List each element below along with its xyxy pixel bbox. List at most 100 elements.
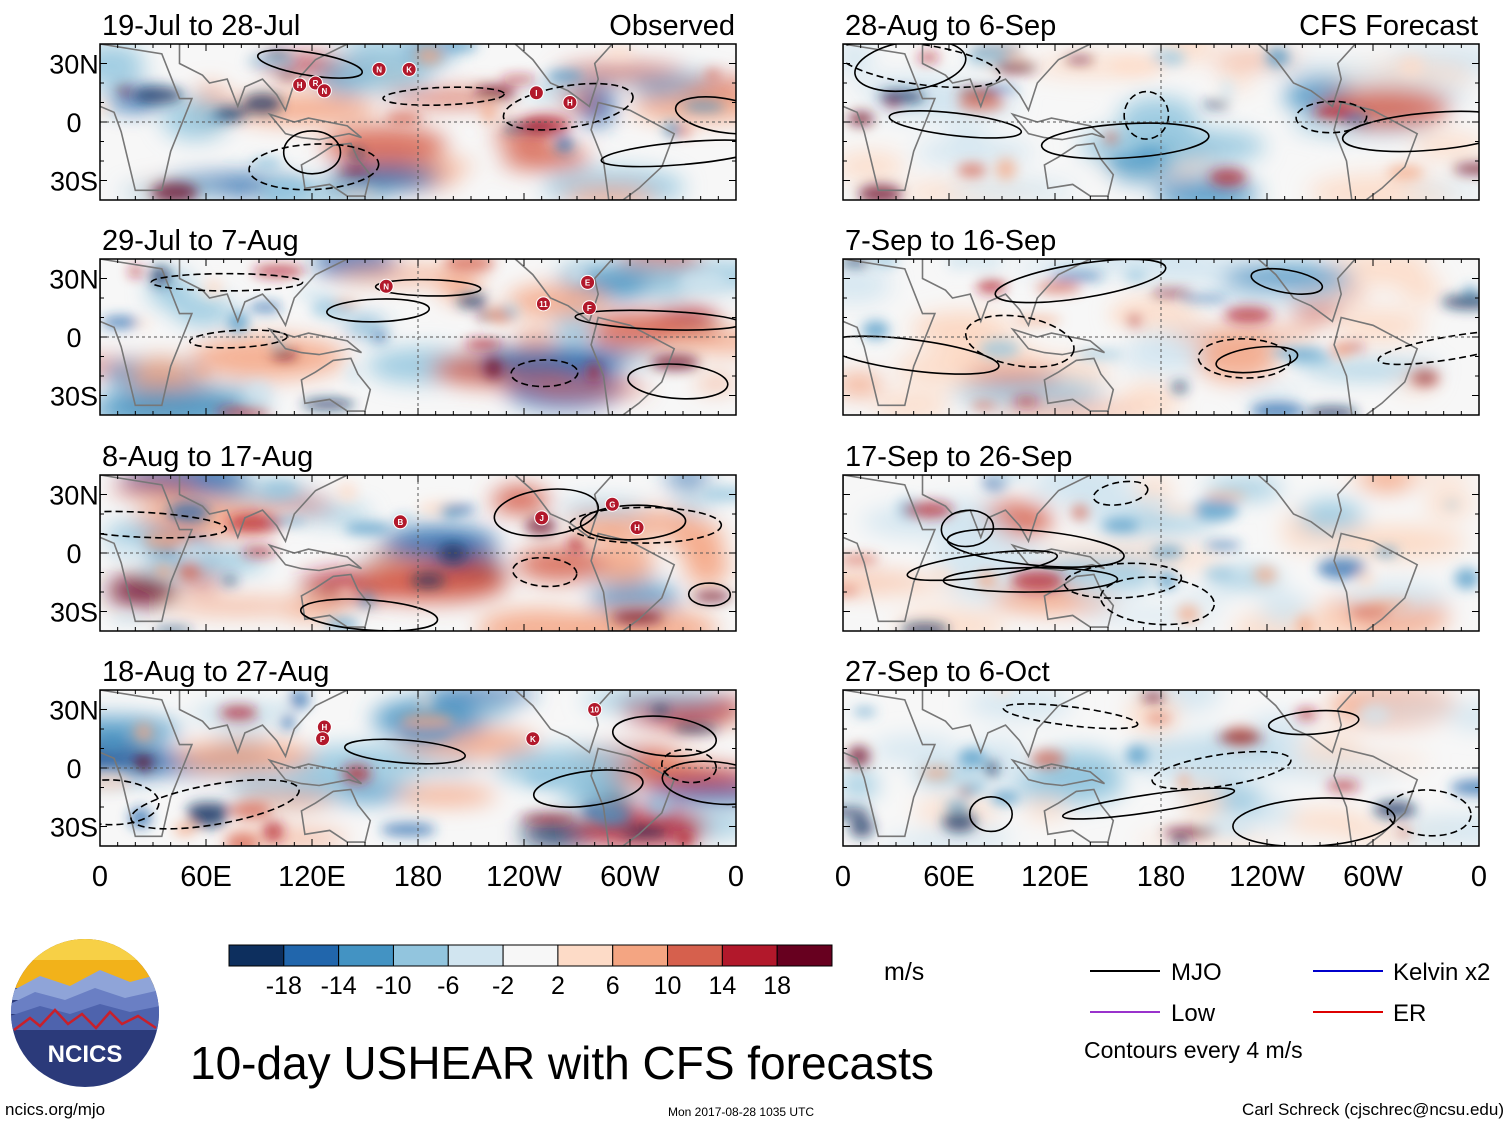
coast-maritime-continent [267,327,363,356]
anomaly-blob [1338,526,1468,560]
contour-positive [1232,797,1396,846]
anomaly-blob [190,336,347,380]
anomaly-spot [1356,570,1375,587]
anomaly-spot [1364,601,1411,610]
anomaly-spot [474,85,517,99]
anomaly-spot [673,724,719,733]
anomaly-spot [995,158,1017,180]
storm-marker [392,514,408,530]
anomaly-spot [1410,369,1440,388]
storm-marker [534,510,550,526]
anomaly-spot [1398,56,1424,77]
anomaly-spot [979,339,1020,359]
colorbar-tick-label: 6 [606,972,620,1000]
panel-title: 27-Sep to 6-Oct [845,656,1050,688]
colorbar-tick-label: -18 [266,972,302,1000]
legend-label-low: Low [1171,1000,1216,1027]
anomaly-blob [1359,475,1415,492]
anomaly-blob [143,548,268,575]
anomaly-spot [568,536,584,553]
mjo-contours [968,703,1472,846]
anomaly-blob [672,519,724,560]
anomaly-spot [1202,100,1231,108]
anomaly-spot [1141,692,1165,703]
anomaly-spot [457,294,489,309]
storm-label: B [397,518,403,527]
coast-north-america [513,690,614,754]
contour-positive [579,504,687,541]
colorbar-tick-label: 10 [654,972,682,1000]
ncics-logo: NCICS [11,939,159,1087]
coastlines [843,690,1419,846]
anomaly-blob [1393,814,1479,846]
anomaly-spot [611,611,664,625]
storm-marker [604,496,620,512]
coast-africa [100,44,194,192]
anomaly-spot [970,401,997,410]
anomaly-blob [1241,386,1304,400]
anomaly-spot [957,163,987,178]
contour-positive [1215,345,1299,374]
anomaly-spot [1349,606,1391,618]
anomaly-spot [1296,708,1318,720]
anomaly-spot [650,354,700,371]
coastlines [100,690,676,846]
legend-label-kelvin: Kelvin x2 [1393,959,1490,986]
anomaly-spot [1357,703,1390,726]
anomaly-spot [705,69,721,80]
colorbar-tick-label: -2 [492,972,514,1000]
anomaly-blob [1175,589,1232,602]
contour-positive [1267,709,1360,736]
storm-label: R [313,79,319,88]
anomaly-spot [1296,615,1314,631]
anomaly-spot [1035,282,1081,294]
anomaly-spot [1326,780,1360,792]
anomaly-spot [1216,733,1265,743]
x-tick-label: 0 [92,861,108,893]
anomaly-spot [676,830,693,846]
anomaly-spot [853,707,877,716]
x-tick-label: 60E [180,861,232,893]
coast-maritime-continent [1010,112,1106,141]
coast-australia [1043,573,1115,628]
contour-negative [248,143,380,191]
anomaly-spot [901,622,949,631]
coast-australia [1043,142,1115,197]
colorbar-swatch [392,944,449,967]
storm-label: H [634,524,640,533]
contour-negative [1295,100,1368,134]
anomaly-blob [947,180,1078,200]
anomaly-blob [514,329,557,348]
coast-asia [921,690,1091,759]
anomaly-spot [230,801,272,820]
storm-marker [562,95,578,110]
coast-africa [843,259,937,407]
storm-marker [292,77,308,93]
anomaly-blob [843,151,905,181]
mjo-contours [906,480,1216,626]
anomaly-spot [277,71,298,78]
anomaly-blob [665,475,711,487]
footer-author: Carl Schreck (cjschrec@ncsu.edu) [1242,1100,1504,1119]
anomaly-blob [161,96,230,141]
anomaly-spot [1203,492,1247,500]
anomaly-spot [1111,157,1164,166]
anomaly-blob [874,390,950,415]
colorbar-swatch [667,944,723,967]
x-tick-label: 60W [1343,861,1403,893]
panel-title: 18-Aug to 27-Aug [102,656,329,688]
anomaly-spot [155,563,172,579]
anomaly-spot [203,278,224,298]
coast-asia [178,44,348,113]
anomaly-blob [1210,289,1288,308]
storm-marker [587,702,603,717]
contour-negative [1002,703,1139,730]
anomaly-spot [336,586,356,599]
anomaly-spot [1013,397,1039,406]
anomaly-spot [651,705,669,715]
anomaly-spot [1317,558,1367,580]
storm-label: 11 [539,300,548,309]
anomaly-spot [1387,165,1424,180]
anomaly-blob [1120,382,1180,415]
